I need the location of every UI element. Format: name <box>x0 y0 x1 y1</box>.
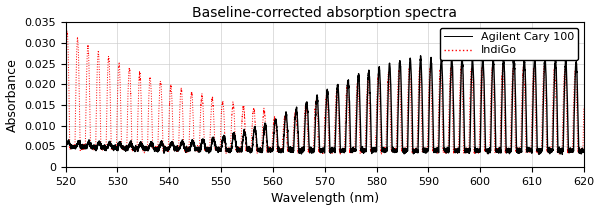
IndiGo <box>156 145 163 147</box>
Title: Baseline-corrected absorption spectra: Baseline-corrected absorption spectra <box>192 5 457 20</box>
Agilent Cary 100 <box>62 80 69 83</box>
Y-axis label: Absorbance: Absorbance <box>5 58 19 132</box>
Agilent Cary 100 <box>260 111 268 114</box>
IndiGo <box>488 87 496 89</box>
Legend: Agilent Cary 100, IndiGo: Agilent Cary 100, IndiGo <box>440 28 578 60</box>
IndiGo <box>580 150 587 153</box>
IndiGo <box>260 134 267 137</box>
Line: Agilent Cary 100: Agilent Cary 100 <box>65 31 584 154</box>
IndiGo <box>559 153 566 156</box>
IndiGo <box>373 148 380 151</box>
Agilent Cary 100 <box>64 29 71 32</box>
Agilent Cary 100 <box>556 153 563 156</box>
Agilent Cary 100 <box>156 84 163 86</box>
IndiGo <box>62 145 69 147</box>
IndiGo <box>399 149 406 152</box>
Agilent Cary 100 <box>580 106 587 108</box>
X-axis label: Wavelength (nm): Wavelength (nm) <box>271 192 379 206</box>
IndiGo <box>417 54 424 57</box>
Line: IndiGo: IndiGo <box>65 56 584 154</box>
Agilent Cary 100 <box>488 69 496 71</box>
Agilent Cary 100 <box>399 150 406 152</box>
Agilent Cary 100 <box>449 107 456 109</box>
Agilent Cary 100 <box>373 109 380 111</box>
IndiGo <box>449 65 456 68</box>
